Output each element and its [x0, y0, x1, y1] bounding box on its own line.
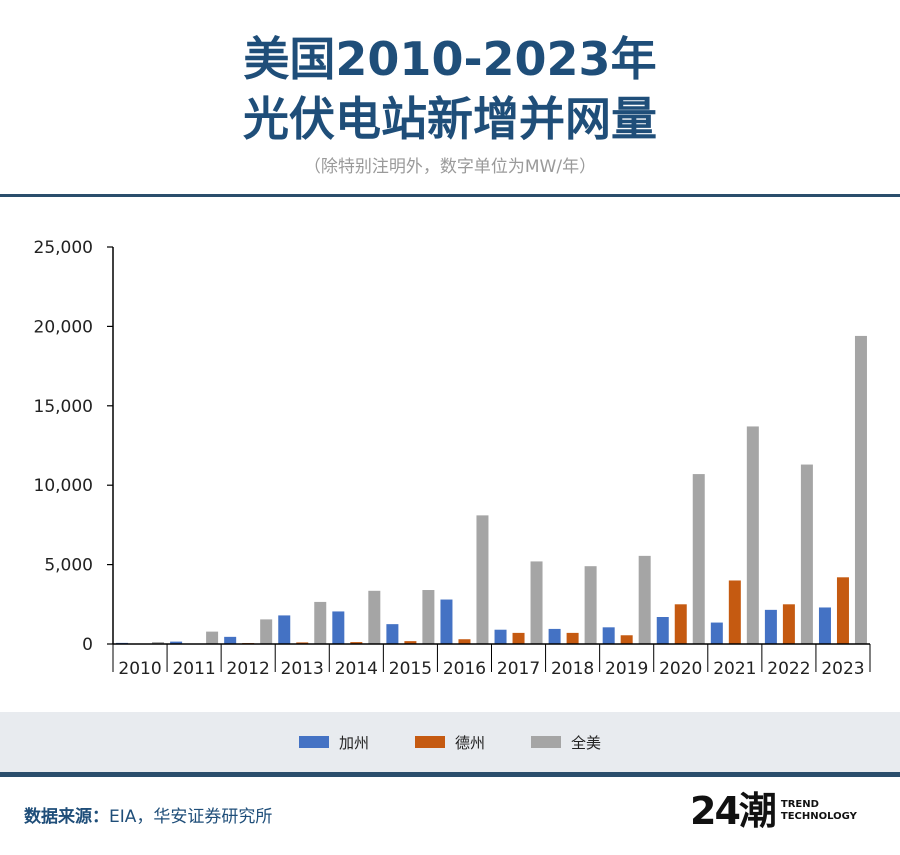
bar-1-2017: [512, 632, 525, 644]
y-tick-label: 15,000: [34, 397, 93, 417]
legend-label: 全美: [571, 733, 602, 752]
legend-item: 全美: [531, 732, 601, 753]
y-tick-label: 20,000: [34, 317, 93, 337]
bar-1-2013: [296, 642, 309, 644]
bar-1-2014: [350, 642, 363, 644]
bar-0-2014: [332, 611, 345, 644]
legend-swatch: [298, 736, 329, 748]
bar-2-2013: [314, 601, 327, 644]
x-axis: 2010 2011 2012 2013 2014 2015 2016 2017 2018 2019…: [112, 643, 871, 679]
x-tick-label: 2012: [227, 659, 270, 679]
bar-0-2019: [602, 627, 615, 644]
y-tick-label: 5,000: [44, 556, 93, 576]
legend-band: 加州 德州 全美: [0, 712, 900, 772]
x-tick-label: 2019: [605, 659, 648, 679]
bar-1-2019: [620, 635, 633, 644]
bar-2-2018: [584, 566, 597, 644]
source-text: EIA，华安证券研究所: [109, 807, 273, 827]
bar-1-2022: [782, 604, 795, 644]
logo-text-line1: TREND: [780, 799, 819, 810]
legend-item: 德州: [414, 732, 485, 753]
legend-label: 德州: [454, 733, 485, 752]
x-tick-label: 2020: [659, 659, 702, 679]
bar-0-2022: [764, 609, 777, 644]
bar-1-2020: [674, 604, 687, 644]
logo-text: TREND TECHNOLOGY: [781, 799, 857, 823]
x-tick-label: 2022: [767, 659, 810, 679]
y-tick-label: 10,000: [34, 476, 93, 496]
bar-1-2018: [566, 632, 579, 644]
bar-2-2014: [368, 590, 381, 644]
x-tick-label: 2010: [118, 659, 161, 679]
x-tick-label: 2015: [389, 659, 432, 679]
legend: 加州 德州 全美: [0, 712, 900, 772]
x-tick-label: 2023: [821, 659, 864, 679]
x-tick-label: 2017: [497, 659, 540, 679]
bar-2-2021: [746, 426, 759, 644]
top-divider: [0, 194, 900, 197]
y-tick-label: 25,000: [34, 238, 93, 258]
bar-1-2023: [836, 577, 849, 644]
bar-2-2022: [800, 464, 813, 644]
x-tick-label: 2014: [335, 659, 378, 679]
x-tick-label: 2021: [713, 659, 756, 679]
bar-2-2020: [692, 474, 705, 644]
brand-logo: 24潮 TREND TECHNOLOGY: [690, 786, 880, 836]
bar-0-2023: [818, 607, 831, 644]
title-line-2: 光伏电站新增并网量: [243, 92, 657, 146]
bar-0-2018: [548, 628, 561, 644]
bar-0-2016: [440, 599, 453, 644]
source-label: 数据来源：: [24, 807, 109, 827]
bar-2-2010: [152, 642, 165, 644]
legend-swatch: [531, 736, 561, 748]
bars: [116, 335, 867, 645]
subtitle: （除特别注明外，数字单位为MW/年）: [303, 157, 597, 177]
bar-0-2011: [170, 641, 183, 644]
bar-0-2012: [224, 636, 237, 644]
bar-0-2015: [386, 624, 399, 644]
bar-2-2023: [854, 335, 867, 644]
x-tick-label: 2016: [443, 659, 486, 679]
bar-2-2011: [206, 631, 219, 644]
bar-2-2017: [530, 561, 543, 644]
bar-0-2020: [656, 617, 669, 644]
data-source: 数据来源：EIA，华安证券研究所: [24, 802, 272, 827]
bar-2-2016: [476, 515, 489, 644]
bar-1-2016: [458, 639, 471, 644]
bar-2-2015: [422, 590, 435, 644]
x-tick-label: 2013: [281, 659, 324, 679]
legend-label: 加州: [338, 733, 369, 752]
title-line-1: 美国2010-2023年: [243, 32, 657, 86]
logo-mark: 24潮: [690, 789, 777, 833]
bar-0-2013: [278, 615, 291, 644]
bar-1-2015: [404, 641, 417, 644]
logo-text-line2: TECHNOLOGY: [780, 811, 857, 822]
legend-swatch: [414, 736, 445, 748]
legend-item: 加州: [298, 732, 369, 753]
bar-1-2021: [728, 580, 741, 644]
y-tick-label: 0: [82, 635, 93, 655]
bar-0-2017: [494, 629, 507, 644]
bar-0-2021: [710, 622, 723, 644]
bar-2-2019: [638, 555, 651, 644]
x-tick-label: 2011: [172, 659, 215, 679]
x-tick-label: 2018: [551, 659, 594, 679]
bottom-divider: [0, 772, 900, 777]
bar-2-2012: [260, 619, 273, 644]
y-axis: 0 5,000 10,000 15,000 20,000 25,000: [34, 238, 114, 655]
